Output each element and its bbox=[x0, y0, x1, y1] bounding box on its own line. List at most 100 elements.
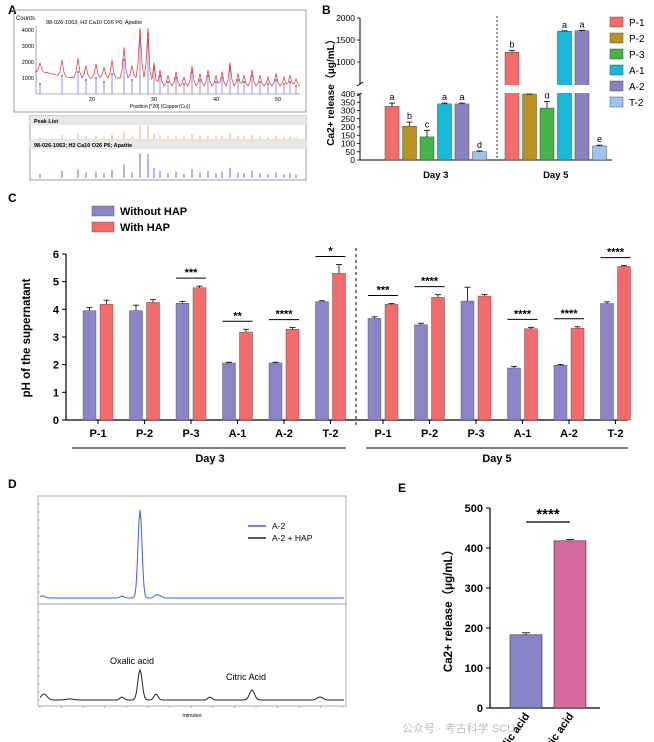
c-ylabel: pH of the supernatant bbox=[21, 278, 33, 397]
c-xtick-label: A-1 bbox=[229, 428, 247, 440]
c-ytick-label: 6 bbox=[53, 249, 59, 261]
b-ytick-label: 350 bbox=[341, 97, 355, 107]
b-ytick-label: 100 bbox=[341, 139, 355, 149]
c-bar-with-hap bbox=[617, 266, 631, 421]
b-bar-P-1 bbox=[504, 52, 520, 161]
panel-letter-c: C bbox=[8, 191, 17, 205]
xrd-peak-marker bbox=[123, 59, 125, 61]
b-bar-A-2 bbox=[574, 30, 590, 161]
c-xtick-label: A-1 bbox=[514, 428, 532, 440]
c-ytick-label: 0 bbox=[53, 415, 59, 427]
c-bar-with-hap bbox=[192, 287, 207, 421]
e-xtick-label: Citric acid bbox=[536, 711, 576, 742]
c-bar-with-hap bbox=[99, 304, 114, 421]
b-sig-letter: c bbox=[425, 119, 430, 129]
b-bar-P-2 bbox=[522, 93, 537, 161]
chromatogram-xlabel: minutes bbox=[182, 713, 202, 719]
b-bar-A-1 bbox=[437, 103, 452, 161]
xrd-peak-marker bbox=[289, 81, 291, 83]
b-ytick-label: 150 bbox=[341, 130, 355, 140]
c-sig-stars: **** bbox=[560, 308, 578, 320]
c-bar-with-hap bbox=[524, 328, 538, 421]
b-ytick-label: 2000 bbox=[336, 13, 355, 23]
b-bar-T-2 bbox=[472, 151, 487, 161]
c-ytick-label: 1 bbox=[53, 387, 59, 399]
c-xtick-label: T-2 bbox=[608, 428, 624, 440]
c-sig-stars: **** bbox=[275, 309, 293, 321]
c-xtick-label: A-2 bbox=[275, 428, 293, 440]
b-ytick-label: 0 bbox=[350, 155, 355, 165]
b-sig-letter: a bbox=[459, 92, 464, 102]
xrd-legend: 98-026-1063; H2 Ca10 O26 P6; Apatite bbox=[46, 20, 142, 26]
c-sig-stars: * bbox=[328, 246, 333, 258]
b-legend-swatch bbox=[609, 80, 624, 92]
b-sig-letter: e bbox=[597, 134, 602, 144]
c-bar-with-hap bbox=[477, 295, 492, 421]
panel-letter-d: D bbox=[8, 477, 17, 491]
c-bar-without-hap bbox=[367, 318, 382, 421]
xrd-peak-marker bbox=[243, 81, 245, 83]
xrd-peak-marker bbox=[275, 79, 277, 81]
b-legend-label: P-1 bbox=[629, 18, 645, 29]
b-sig-letter: a bbox=[389, 92, 394, 102]
c-sig-stars: *** bbox=[185, 267, 199, 279]
c-bar-with-hap bbox=[384, 304, 399, 421]
xrd-peak-marker bbox=[95, 77, 97, 79]
c-sig-stars: **** bbox=[514, 308, 532, 320]
c-day-label: Day 3 bbox=[195, 453, 224, 465]
xrd-peak-marker bbox=[237, 79, 239, 81]
c-xtick-label: P-1 bbox=[374, 428, 391, 440]
legend-a2-hap: A-2 + HAP bbox=[272, 533, 313, 543]
c-bar-with-hap bbox=[332, 273, 346, 421]
b-bar-A-1 bbox=[557, 31, 572, 161]
e-bar bbox=[509, 634, 543, 709]
panel-letter-b: B bbox=[322, 3, 331, 17]
c-bar-without-hap bbox=[414, 324, 428, 421]
c-ytick-label: 4 bbox=[53, 304, 60, 316]
xrd-xtick-label: 20 bbox=[89, 97, 95, 103]
c-day-label: Day 5 bbox=[482, 453, 511, 465]
b-group-label: Day 3 bbox=[423, 170, 448, 181]
b-legend-label: P-3 bbox=[629, 50, 645, 61]
xrd-peak-marker bbox=[207, 75, 209, 77]
legend-a2: A-2 bbox=[272, 521, 286, 531]
xrd-peak-marker bbox=[167, 81, 169, 83]
b-sig-letter: b bbox=[407, 111, 412, 121]
xrd-peak-marker bbox=[283, 83, 285, 85]
trace-a2 bbox=[39, 509, 344, 599]
b-legend-swatch bbox=[609, 16, 624, 28]
c-xtick-label: A-2 bbox=[560, 428, 578, 440]
b-legend-label: A-1 bbox=[629, 66, 645, 77]
panel-a-xrd: Counts 98-026-1063; H2 Ca10 O26 P6; Apat… bbox=[13, 9, 307, 181]
b-axis-break bbox=[356, 81, 364, 87]
xrd-peak-marker bbox=[103, 81, 105, 83]
b-bar-T-2 bbox=[592, 145, 607, 161]
e-ytick-label: 0 bbox=[477, 703, 483, 715]
c-ytick-label: 3 bbox=[53, 332, 59, 344]
b-bar-A-2 bbox=[454, 103, 470, 161]
e-ytick-label: 300 bbox=[465, 583, 483, 595]
c-bar-without-hap bbox=[507, 367, 521, 421]
b-ytick-label: 400 bbox=[341, 89, 355, 99]
b-ytick-label: 50 bbox=[346, 147, 356, 157]
xrd-peak-marker bbox=[159, 75, 161, 77]
b-legend-swatch bbox=[609, 64, 624, 76]
c-ytick-label: 5 bbox=[53, 277, 59, 289]
b-legend-label: A-2 bbox=[629, 82, 645, 93]
b-bar-P-3 bbox=[419, 136, 435, 161]
c-bar-with-hap bbox=[431, 297, 445, 421]
xrd-xtick-label: 50 bbox=[275, 97, 281, 103]
c-xtick-label: P-1 bbox=[89, 428, 106, 440]
c-xtick-label: P-3 bbox=[182, 428, 199, 440]
xrd-peak-marker bbox=[85, 79, 87, 81]
e-ylabel: Ca2+ release（μg/mL） bbox=[441, 544, 455, 672]
xrd-ytick-label: 3000 bbox=[22, 44, 34, 50]
c-xtick-label: P-2 bbox=[136, 428, 153, 440]
c-bar-without-hap bbox=[460, 300, 475, 421]
annotation-oxalic: Oxalic acid bbox=[110, 656, 154, 666]
peak-list-label: Peak List bbox=[34, 119, 58, 125]
c-sig-stars: **** bbox=[607, 247, 625, 259]
xrd-ytick-label: 2000 bbox=[22, 60, 34, 66]
